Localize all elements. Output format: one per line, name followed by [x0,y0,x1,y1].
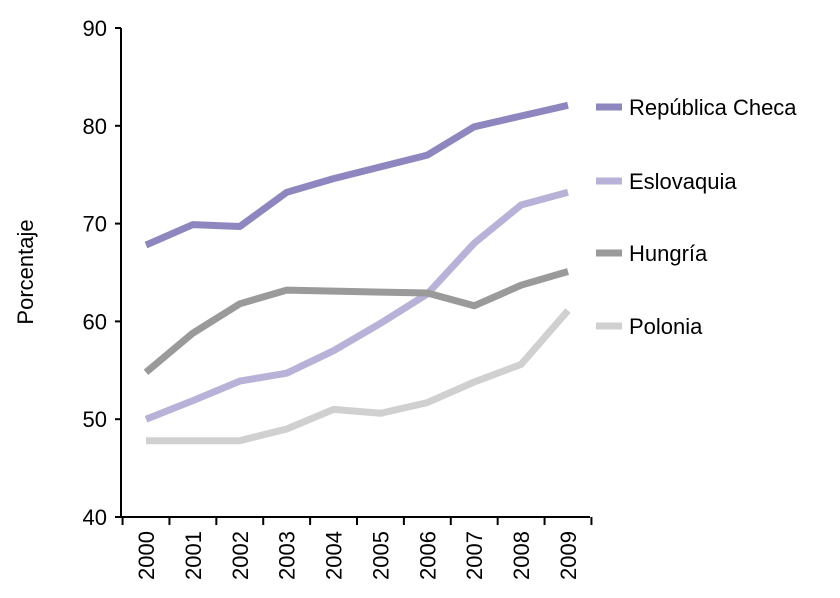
x-tick-label: 2002 [228,531,253,580]
x-tick-label: 2004 [322,531,347,580]
x-tick-label: 2001 [181,531,206,580]
x-tick-label: 2000 [134,531,159,580]
legend-label-eslovaquia: Eslovaquia [629,169,737,194]
series-line-eslovaquia [144,188,569,423]
y-tick-label: 60 [83,309,107,334]
series-line-republica-checa [144,101,569,249]
series-line-hungria [143,268,569,375]
x-tick-label: 2007 [462,531,487,580]
y-tick-label: 70 [83,212,107,237]
x-tick-label: 2006 [415,531,440,580]
legend-label-hungria: Hungría [629,241,708,266]
series-line-polonia [146,308,571,445]
x-tick-label: 2008 [509,531,534,580]
x-tick-label: 2009 [556,531,581,580]
y-tick-label: 40 [83,505,107,530]
x-tick-label: 2003 [275,531,300,580]
y-tick-label: 50 [83,407,107,432]
x-tick-label: 2005 [368,531,393,580]
legend-label-polonia: Polonia [629,314,703,339]
y-axis-title: Porcentaje [13,219,38,324]
y-tick-label: 90 [83,16,107,41]
legend-label-republica-checa: República Checa [629,95,797,120]
y-tick-label: 80 [83,114,107,139]
